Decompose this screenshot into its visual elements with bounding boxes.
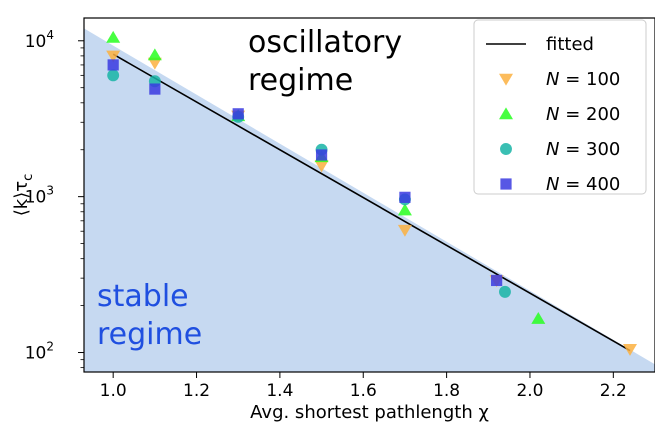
legend-label: N = 100 (546, 69, 620, 90)
x-tick-label: 1.8 (433, 381, 460, 401)
data-point (316, 149, 327, 160)
data-point (491, 275, 502, 286)
oscillatory-label: regime (248, 63, 353, 98)
x-tick-label: 1.4 (266, 381, 293, 401)
x-tick-label: 2.0 (516, 381, 543, 401)
data-point (399, 192, 410, 203)
x-tick-label: 1.6 (350, 381, 377, 401)
y-tick-label: 104 (25, 28, 54, 52)
legend-marker (500, 178, 511, 189)
data-point (108, 59, 119, 70)
data-point (148, 48, 162, 60)
legend-label: N = 200 (546, 104, 620, 125)
legend-label: N = 300 (546, 139, 620, 160)
legend-label: N = 400 (546, 174, 620, 195)
data-point (106, 31, 120, 43)
oscillatory-label: oscillatory (248, 25, 402, 60)
x-tick-label: 1.0 (100, 381, 127, 401)
legend-label-fitted: fitted (546, 34, 594, 55)
x-tick-label: 2.2 (600, 381, 627, 401)
x-axis-label: Avg. shortest pathlength χ (250, 402, 489, 423)
data-point (233, 108, 244, 119)
stable-label: regime (97, 317, 202, 352)
y-tick-label: 102 (25, 340, 54, 364)
legend: fitted N = 100 N = 200 N = 300 N = 400 (474, 20, 646, 195)
legend-marker (500, 143, 512, 155)
data-point (499, 286, 511, 298)
data-point (107, 69, 119, 81)
data-point (149, 83, 160, 94)
x-tick-label: 1.2 (183, 381, 210, 401)
stable-label: stable (97, 279, 189, 314)
